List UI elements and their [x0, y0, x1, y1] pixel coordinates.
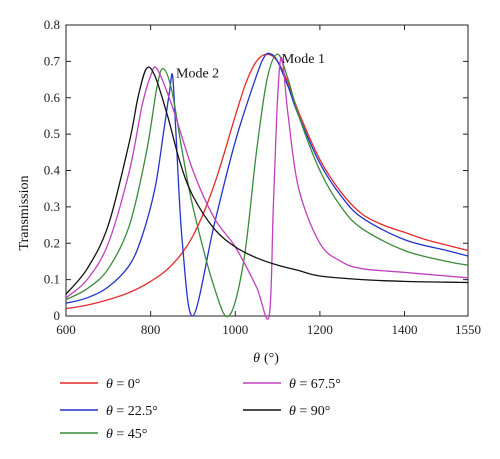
- x-axis-label-unit: (°): [264, 351, 279, 366]
- y-axis: 0 0.1 0.2 0.3 0.4 0.5 0.6 0.7 0.8: [44, 17, 468, 323]
- y-tick-label: 0.4: [44, 163, 61, 178]
- legend-entry-0: θ = 0°: [106, 377, 140, 392]
- legend-entry-symbol: θ: [106, 377, 113, 392]
- legend-entry-value: = 45°: [113, 427, 148, 442]
- y-tick-label: 0: [54, 308, 61, 323]
- x-tick-label: 1000: [222, 322, 248, 337]
- x-tick-label: 800: [141, 322, 161, 337]
- series-line-4: [65, 66, 469, 295]
- x-tick-label: 1200: [307, 322, 333, 337]
- legend-entry-4: θ = 90°: [289, 404, 330, 419]
- y-tick-label: 0.7: [44, 53, 61, 68]
- legend-entry-1: θ = 22.5°: [106, 404, 158, 419]
- x-tick-label: 1550: [455, 322, 481, 337]
- y-tick-label: 0.5: [44, 126, 60, 141]
- series-line-3: [65, 56, 469, 320]
- legend-entry-symbol: θ: [289, 404, 296, 419]
- legend-entry-symbol: θ: [106, 427, 113, 442]
- series-line-1: [65, 52, 469, 317]
- legend: θ = 0°θ = 22.5°θ = 45°θ = 67.5°θ = 90°: [60, 377, 341, 442]
- y-tick-label: 0.6: [44, 90, 61, 105]
- annotation-mode-2: Mode 2: [176, 67, 219, 82]
- series-line-2: [65, 53, 469, 318]
- legend-entry-value: = 90°: [296, 404, 331, 419]
- y-tick-label: 0.8: [44, 17, 60, 32]
- y-tick-label: 0.1: [44, 272, 60, 287]
- series-layer: [65, 52, 469, 320]
- legend-entry-value: = 0°: [113, 377, 141, 392]
- legend-entry-2: θ = 45°: [106, 427, 147, 442]
- x-tick-label: 600: [56, 322, 76, 337]
- annotations: Mode 2 Mode 1: [176, 52, 325, 82]
- annotation-mode-1: Mode 1: [282, 52, 325, 67]
- y-axis-label: Transmission: [17, 176, 32, 251]
- legend-entry-symbol: θ: [289, 377, 296, 392]
- y-tick-label: 0.2: [44, 235, 60, 250]
- x-axis: 600 800 1000 1200 1400 1550: [56, 25, 481, 337]
- legend-entry-symbol: θ: [106, 404, 113, 419]
- legend-entry-3: θ = 67.5°: [289, 377, 341, 392]
- legend-entry-value: = 22.5°: [113, 404, 158, 419]
- y-tick-label: 0.3: [44, 199, 60, 214]
- x-axis-label-symbol: θ: [253, 351, 260, 366]
- x-tick-label: 1400: [392, 322, 418, 337]
- legend-entry-value: = 67.5°: [296, 377, 341, 392]
- x-axis-label: θ (°): [253, 351, 279, 366]
